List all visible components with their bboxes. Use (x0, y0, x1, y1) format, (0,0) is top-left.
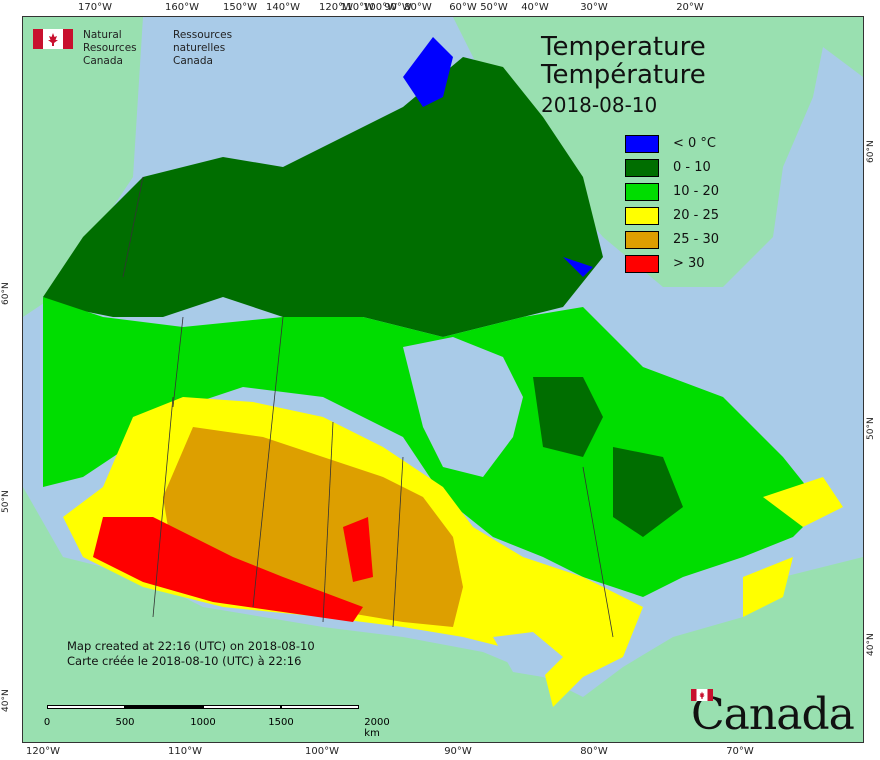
scale-segment (47, 705, 125, 709)
legend-swatch (625, 207, 659, 225)
great-lakes (493, 632, 563, 677)
province-border (392, 456, 404, 628)
legend-swatch (625, 255, 659, 273)
legend-swatch (625, 159, 659, 177)
tick-top-label: 160°W (165, 2, 199, 13)
tick-top-label: 30°W (580, 2, 608, 13)
tick-top-label: 170°W (78, 2, 112, 13)
tick-bottom-label: 80°W (580, 746, 608, 757)
hudson-bay (403, 337, 523, 477)
tick-top-label: 110°W (340, 2, 374, 13)
map-date: 2018-08-10 (541, 93, 658, 117)
title-en: Temperature (541, 32, 706, 62)
tick-top-label: 80°W (404, 2, 432, 13)
map-canvas[interactable]: Natural Resources Canada Ressources natu… (22, 16, 864, 743)
tick-left-label: 60°N (1, 282, 11, 305)
legend-swatch (625, 135, 659, 153)
canada-flag-icon (691, 689, 713, 701)
province-border (582, 466, 614, 638)
scale-label: 500 (115, 717, 135, 728)
credit-en: Map created at 22:16 (UTC) on 2018-08-10 (67, 639, 315, 653)
province-border (152, 396, 174, 618)
legend-label: < 0 °C (673, 136, 717, 151)
temperature-map (23, 17, 863, 742)
legend-label: 10 - 20 (673, 184, 720, 199)
legend-label: 25 - 30 (673, 232, 720, 247)
province-border (272, 316, 284, 413)
canada-wordmark-text: Canada (691, 689, 855, 740)
nrcan-fr-line2: Canada (173, 55, 213, 67)
tick-top-label: 120°W (319, 2, 353, 13)
united-states-shape (23, 487, 863, 742)
scale-label: 1500 (268, 717, 294, 728)
map-credit: Map created at 22:16 (UTC) on 2018-08-10… (67, 639, 315, 669)
legend-label: > 30 (673, 256, 705, 271)
canada-wordmark: Canada (691, 689, 855, 740)
scale-segment (281, 705, 359, 709)
title-fr: Température (541, 60, 706, 90)
tick-right-label: 50°N (866, 417, 876, 440)
scale-label: 2000 km (364, 717, 390, 739)
legend-label: 20 - 25 (673, 208, 720, 223)
tick-left-label: 50°N (1, 490, 11, 513)
scale-bar: 0 500 1000 1500 2000 km (43, 705, 390, 739)
tick-bottom-label: 100°W (305, 746, 339, 757)
scale-label: 0 (43, 717, 51, 728)
map-title: Temperature Température 2018-08-10 (541, 33, 706, 119)
legend-swatch (625, 183, 659, 201)
tick-top-label: 100°W (363, 2, 397, 13)
alaska-shape (23, 17, 143, 317)
legend-swatch (625, 231, 659, 249)
province-border (322, 421, 334, 623)
legend-label: 0 - 10 (673, 160, 711, 175)
scale-segment (203, 705, 281, 709)
tick-top-label: 150°W (223, 2, 257, 13)
zone-below-0-ellesmere (403, 37, 593, 277)
tick-bottom-label: 110°W (168, 746, 202, 757)
scale-label: 1000 (190, 717, 216, 728)
province-border (172, 316, 184, 408)
tick-top-label: 40°W (521, 2, 549, 13)
tick-top-label: 60°W (449, 2, 477, 13)
tick-right-label: 60°N (866, 140, 876, 163)
zone-over-30 (93, 517, 373, 622)
zone-0-10-quebec (533, 377, 683, 537)
credit-fr: Carte créée le 2018-08-10 (UTC) à 22:16 (67, 654, 302, 668)
tick-top-label: 20°W (676, 2, 704, 13)
tick-bottom-label: 120°W (26, 746, 60, 757)
tick-left-label: 40°N (1, 689, 11, 712)
nrcan-en-line1: Natural Resources (83, 29, 137, 54)
nrcan-fr-line1: Ressources naturelles (173, 29, 233, 54)
tick-top-label: 140°W (266, 2, 300, 13)
tick-bottom-label: 90°W (444, 746, 472, 757)
tick-bottom-label: 70°W (726, 746, 754, 757)
zone-0-10-north (43, 57, 603, 337)
tick-top-label: 90°W (384, 2, 412, 13)
nrcan-en-line2: Canada (83, 55, 123, 67)
tick-top-label: 50°W (480, 2, 508, 13)
scale-segment (125, 705, 203, 709)
canada-flag-icon (33, 29, 73, 49)
province-border (252, 411, 274, 608)
province-border (122, 176, 144, 278)
tick-right-label: 40°N (866, 633, 876, 656)
